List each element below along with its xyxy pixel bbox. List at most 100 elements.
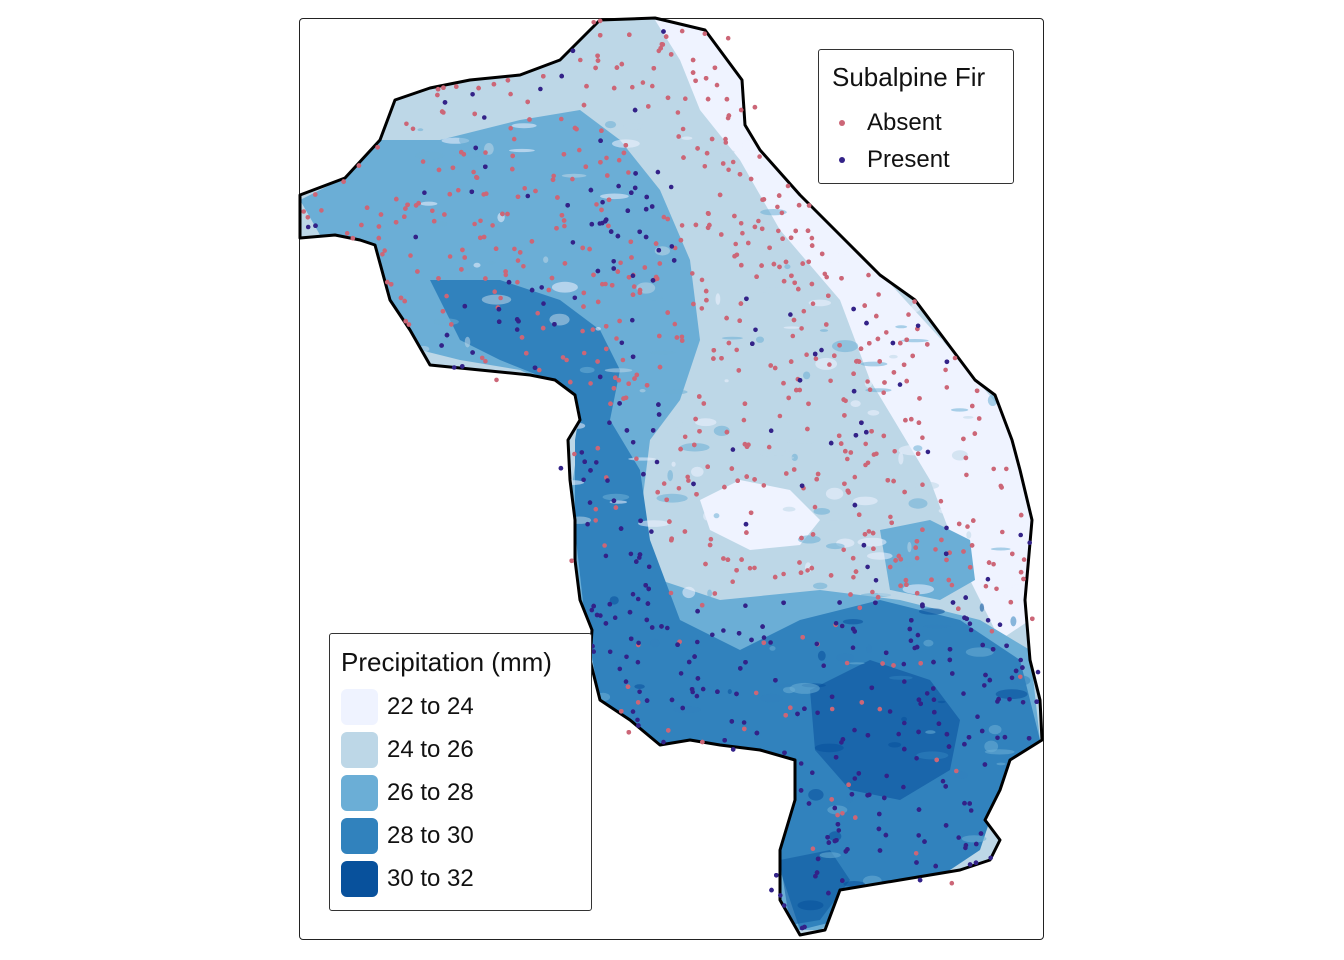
absent-point <box>916 420 922 426</box>
present-point <box>974 841 979 847</box>
absent-point <box>435 92 440 98</box>
absent-point <box>776 193 782 198</box>
present-point <box>826 890 831 896</box>
present-point <box>470 92 475 97</box>
precip-texture-patch <box>937 700 946 704</box>
absent-point <box>901 362 907 368</box>
present-point <box>629 190 634 195</box>
absent-point <box>669 536 674 541</box>
present-point <box>630 709 636 714</box>
absent-point <box>617 318 622 324</box>
absent-point <box>724 315 729 321</box>
absent-point <box>944 385 950 390</box>
species-legend-title: Subalpine Fir <box>832 62 986 92</box>
present-point <box>851 388 857 394</box>
present-point <box>832 838 838 844</box>
absent-point <box>863 462 868 468</box>
present-point <box>940 778 946 784</box>
absent-point <box>603 281 608 287</box>
present-point <box>979 728 985 734</box>
present-point <box>944 525 949 531</box>
absent-point <box>584 83 589 89</box>
absent-point <box>800 261 805 266</box>
absent-point <box>756 218 761 224</box>
absent-point <box>683 96 688 101</box>
absent-point <box>898 340 903 346</box>
present-point <box>850 645 856 650</box>
absent-point <box>474 175 480 180</box>
present-point <box>781 600 786 606</box>
absent-point <box>646 104 651 109</box>
present-point <box>661 739 666 745</box>
absent-point <box>678 237 684 243</box>
present-point <box>539 285 544 290</box>
absent-point <box>655 489 660 495</box>
present-point <box>914 756 919 761</box>
precip-texture-patch <box>925 730 936 734</box>
absent-point <box>672 321 678 327</box>
absent-point <box>857 605 863 611</box>
absent-point <box>503 269 508 274</box>
present-point <box>675 642 680 647</box>
precip-texture-patch <box>974 525 986 528</box>
present-point <box>990 647 996 652</box>
absent-point <box>481 192 487 197</box>
absent-point <box>776 228 781 234</box>
present-point <box>611 259 616 264</box>
absent-point <box>790 333 796 339</box>
absent-point <box>772 365 778 371</box>
absent-point <box>375 145 380 150</box>
absent-point <box>714 82 720 88</box>
absent-point <box>740 230 745 236</box>
present-point <box>603 553 609 559</box>
present-point <box>597 374 603 380</box>
absent-point <box>781 571 786 577</box>
precip-texture-patch <box>754 474 773 484</box>
precip-texture-patch <box>965 647 994 657</box>
precip-texture-patch <box>703 511 711 521</box>
present-point <box>918 701 923 707</box>
absent-point <box>626 730 632 735</box>
precip-texture-patch <box>832 340 859 353</box>
present-point <box>946 744 952 749</box>
absent-point <box>862 532 868 537</box>
absent-point <box>621 396 626 401</box>
present-point <box>632 185 638 191</box>
present-point <box>644 194 649 200</box>
precip-texture-patch <box>671 461 676 467</box>
absent-point <box>841 397 846 402</box>
present-point <box>710 632 715 638</box>
absent-point <box>856 512 862 517</box>
absent-point <box>679 334 685 340</box>
absent-point <box>967 565 973 570</box>
absent-point <box>535 310 540 316</box>
present-point <box>645 601 651 606</box>
absent-point <box>635 700 641 705</box>
absent-point <box>828 573 834 578</box>
present-point <box>587 500 593 505</box>
present-point <box>877 811 882 817</box>
present-point <box>439 343 444 348</box>
precip-texture-patch <box>782 506 796 512</box>
absent-point <box>593 518 598 523</box>
present-point <box>715 689 720 694</box>
precip-texture-patch <box>561 173 587 178</box>
absent-point <box>595 359 600 364</box>
absent-point <box>572 451 577 457</box>
present-point <box>956 835 961 840</box>
precip-texture-patch <box>961 835 987 843</box>
present-point <box>810 770 815 775</box>
point-marker-icon <box>839 157 845 163</box>
absent-point <box>723 136 728 142</box>
present-point <box>700 686 706 692</box>
absent-point <box>870 530 876 536</box>
precip-texture-patch <box>761 287 785 294</box>
absent-point <box>581 290 587 296</box>
present-point <box>849 792 855 797</box>
present-point <box>950 671 955 676</box>
absent-point <box>824 322 829 327</box>
present-point <box>591 603 596 609</box>
absent-point <box>783 259 789 265</box>
absent-point <box>447 254 453 259</box>
